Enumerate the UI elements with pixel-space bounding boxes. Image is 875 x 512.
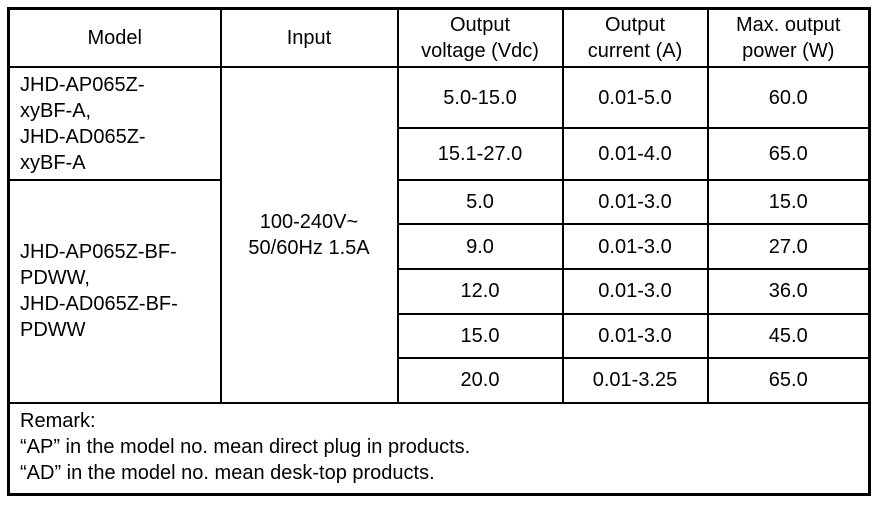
table-row: 15.1-27.0 0.01-4.0 65.0: [9, 127, 871, 181]
table-row: 9.0 0.01-3.0 27.0: [9, 223, 871, 270]
power-cell: 15.0: [706, 178, 871, 226]
header-output-voltage: Output voltage (Vdc): [396, 7, 564, 69]
voltage-cell: 5.0: [396, 178, 564, 226]
table-row: JHD-AP065Z- xyBF-A, JHD-AD065Z- xyBF-A 1…: [7, 66, 871, 404]
current-cell: 0.01-3.0: [561, 267, 709, 315]
power-cell: 60.0: [706, 66, 871, 130]
header-row: Model Input Output voltage (Vdc) Output …: [7, 7, 871, 69]
power-cell: 45.0: [706, 312, 871, 360]
voltage-cell: 9.0: [396, 223, 564, 270]
power-cell: 65.0: [706, 357, 871, 404]
current-cell: 0.01-3.0: [561, 223, 709, 270]
power-cell: 36.0: [706, 267, 871, 315]
table-row: JHD-AP065Z-BF- PDWW, JHD-AD065Z-BF- PDWW…: [7, 178, 871, 404]
table-row: 15.0 0.01-3.0 45.0: [9, 312, 871, 360]
remark-cell: Remark: “AP” in the model no. mean direc…: [7, 401, 871, 496]
voltage-cell: 5.0-15.0: [396, 66, 564, 130]
voltage-cell: 12.0: [396, 267, 564, 315]
power-cell: 27.0: [706, 223, 871, 270]
voltage-cell: 15.0: [396, 312, 564, 360]
voltage-cell: 20.0: [396, 357, 564, 404]
voltage-cell: 15.1-27.0: [396, 127, 564, 181]
current-cell: 0.01-3.25: [561, 357, 709, 404]
power-cell: 65.0: [706, 127, 871, 181]
current-cell: 0.01-3.0: [561, 178, 709, 226]
input-cell: 100-240V~ 50/60Hz 1.5A: [219, 66, 399, 404]
current-cell: 0.01-5.0: [561, 66, 709, 130]
table-row: 20.0 0.01-3.25 65.0: [9, 357, 871, 404]
table-row: 12.0 0.01-3.0 36.0: [9, 267, 871, 315]
model-cell-group-1: JHD-AP065Z- xyBF-A, JHD-AD065Z- xyBF-A: [7, 66, 222, 181]
current-cell: 0.01-4.0: [561, 127, 709, 181]
model-cell-group-2: JHD-AP065Z-BF- PDWW, JHD-AD065Z-BF- PDWW: [7, 178, 222, 404]
header-input: Input: [219, 7, 399, 69]
power-spec-table: Model Input Output voltage (Vdc) Output …: [7, 7, 871, 496]
header-output-current: Output current (A): [561, 7, 709, 69]
header-max-output-power: Max. output power (W): [706, 7, 871, 69]
remark-row: Remark: “AP” in the model no. mean direc…: [7, 401, 871, 496]
current-cell: 0.01-3.0: [561, 312, 709, 360]
header-model: Model: [7, 7, 222, 69]
